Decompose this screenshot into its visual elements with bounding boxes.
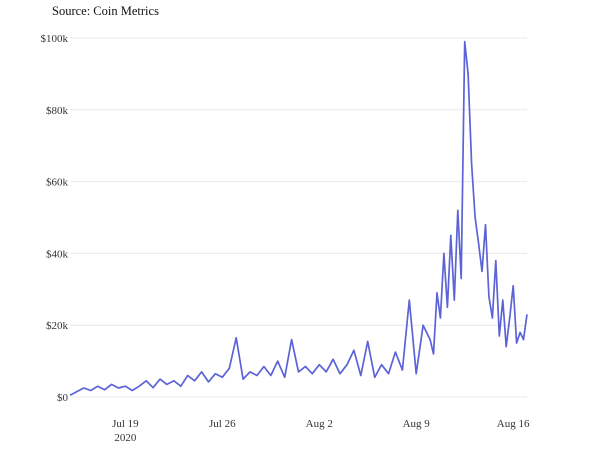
x-tick-label: Aug 9 xyxy=(403,418,431,430)
y-gridlines xyxy=(70,37,527,398)
y-tick-label: $60k xyxy=(46,177,69,189)
x-tick-label: Aug 16 xyxy=(497,418,530,430)
series-line xyxy=(69,40,528,396)
y-tick-label: $20k xyxy=(46,320,69,332)
x-tick-label: Jul 26 xyxy=(209,418,236,430)
x-axis: Jul 19 2020 Jul 26 Aug 2 Aug 9 Aug 16 xyxy=(112,418,530,444)
y-tick-label: $100k xyxy=(41,33,69,45)
x-tick-label: Jul 19 xyxy=(112,418,139,430)
x-tick-year-label: 2020 xyxy=(114,432,137,444)
y-axis: $0 $20k $40k $60k $80k $100k xyxy=(41,33,69,404)
y-tick-label: $80k xyxy=(46,105,69,117)
y-tick-label: $0 xyxy=(57,392,69,404)
chart-source-note: Source: Coin Metrics xyxy=(52,4,159,18)
x-tick-label: Aug 2 xyxy=(306,418,333,430)
y-tick-label: $40k xyxy=(46,248,69,260)
